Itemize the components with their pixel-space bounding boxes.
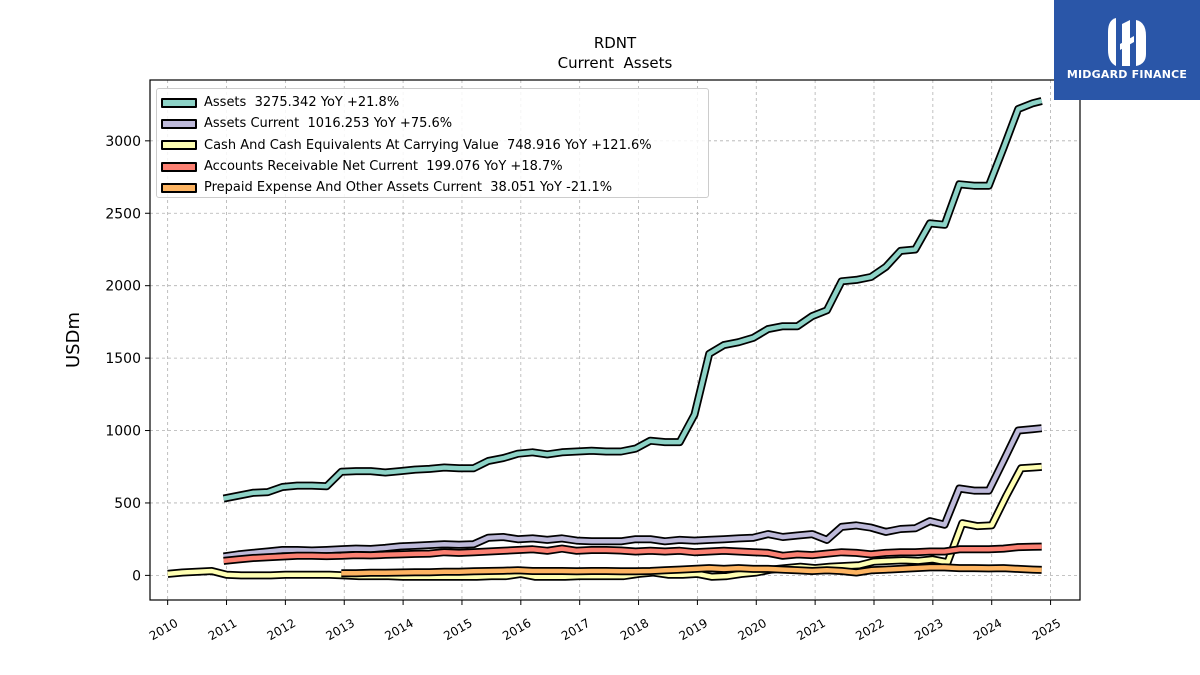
- legend-label: Cash And Cash Equivalents At Carrying Va…: [204, 137, 652, 153]
- legend-label: Accounts Receivable Net Current 199.076 …: [204, 159, 563, 175]
- series-line: [167, 464, 1042, 580]
- brand-name: MIDGARD FINANCE: [1066, 68, 1188, 81]
- legend-swatch: [161, 161, 197, 172]
- series-1: [223, 424, 1043, 561]
- y-tick-label: 1000: [105, 424, 141, 440]
- series-line: [223, 544, 1042, 564]
- x-tick-label: 2024: [971, 616, 1004, 643]
- x-tick-label: 2012: [265, 616, 298, 643]
- x-tick-label: 2018: [618, 616, 651, 643]
- x-tick-label: 2023: [912, 616, 945, 643]
- series-2: [167, 462, 1042, 581]
- legend-item: Accounts Receivable Net Current 199.076 …: [161, 156, 708, 177]
- plot-area-frame: [149, 79, 1081, 601]
- y-tick-label: 0: [132, 568, 141, 584]
- chart-title: RDNT: [594, 34, 637, 52]
- x-tick-label: 2016: [500, 616, 533, 643]
- legend-label: Assets Current 1016.253 YoY +75.6%: [204, 116, 453, 132]
- legend: Assets 3275.342 YoY +21.8% Assets Current…: [156, 88, 709, 198]
- x-tick-label: 2021: [794, 616, 827, 643]
- legend-swatch: [161, 118, 197, 129]
- legend-swatch: [161, 97, 197, 108]
- series-line: [341, 565, 1042, 576]
- y-axis-label: USDm: [63, 312, 84, 368]
- midgard-logo-icon: [1108, 18, 1146, 66]
- y-tick-label: 2000: [105, 279, 141, 295]
- legend-item: Cash And Cash Equivalents At Carrying Va…: [161, 135, 708, 156]
- x-tick-label: 2019: [677, 616, 710, 643]
- y-tick-label: 2500: [105, 206, 141, 222]
- y-tick-label: 3000: [105, 134, 141, 150]
- series-3: [223, 542, 1042, 565]
- chart-subtitle: Current Assets: [558, 54, 673, 72]
- x-tick-label: 2014: [382, 616, 415, 643]
- series-4: [341, 563, 1042, 578]
- y-tick-label: 500: [114, 496, 141, 512]
- legend-label: Assets 3275.342 YoY +21.8%: [204, 95, 400, 111]
- x-tick-label: 2017: [559, 616, 592, 643]
- x-tick-label: 2011: [206, 616, 239, 643]
- series-0: [222, 97, 1043, 503]
- legend-swatch: [161, 140, 197, 151]
- legend-item: Assets 3275.342 YoY +21.8%: [161, 92, 708, 113]
- series-line: [223, 425, 1042, 559]
- x-tick-label: 2015: [441, 616, 474, 643]
- x-tick-label: 2022: [853, 616, 886, 643]
- series-line: [223, 98, 1043, 501]
- x-tick-label: 2020: [736, 616, 769, 643]
- legend-label: Prepaid Expense And Other Assets Current…: [204, 180, 613, 196]
- legend-swatch: [161, 182, 197, 193]
- x-tick-label: 2013: [324, 616, 357, 643]
- x-tick-label: 2010: [147, 616, 180, 643]
- series-lines: [167, 97, 1043, 581]
- legend-item: Assets Current 1016.253 YoY +75.6%: [161, 113, 708, 134]
- y-tick-label: 1500: [105, 351, 141, 367]
- legend-item: Prepaid Expense And Other Assets Current…: [161, 177, 708, 198]
- brand-logo: MIDGARD FINANCE: [1054, 0, 1200, 100]
- x-tick-label: 2025: [1030, 616, 1063, 643]
